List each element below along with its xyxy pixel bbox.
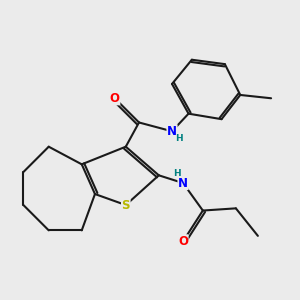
Text: O: O [110, 92, 120, 105]
Text: H: H [176, 134, 183, 143]
Text: H: H [173, 169, 181, 178]
Text: N: N [167, 125, 177, 138]
Text: N: N [178, 176, 188, 190]
Text: S: S [122, 199, 130, 212]
Text: O: O [178, 235, 188, 248]
